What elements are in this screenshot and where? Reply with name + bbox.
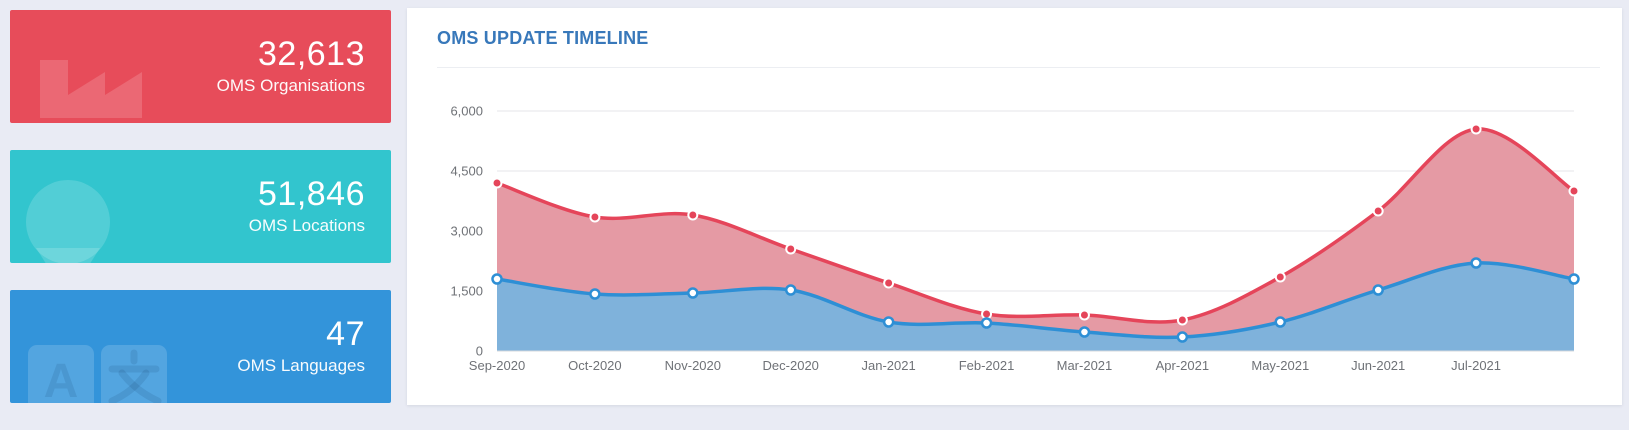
data-point-blue-series-0[interactable] [491, 273, 503, 285]
x-tick-label: Sep-2020 [469, 358, 525, 373]
svg-text:A: A [44, 355, 79, 403]
data-point-red-series-7[interactable] [1176, 314, 1188, 326]
title-divider [437, 67, 1600, 68]
factory-icon [40, 60, 142, 118]
data-point-red-series-5[interactable] [981, 308, 993, 320]
data-point-red-series-6[interactable] [1078, 309, 1090, 321]
x-tick-label: Apr-2021 [1156, 358, 1209, 373]
y-tick-label: 4,500 [450, 164, 483, 179]
chart-title: OMS UPDATE TIMELINE [437, 28, 649, 48]
data-point-red-series-9[interactable] [1372, 205, 1384, 217]
stat-value: 47 [326, 314, 365, 353]
data-point-red-series-1[interactable] [589, 211, 601, 223]
data-point-blue-series-1[interactable] [589, 288, 601, 300]
data-point-red-series-2[interactable] [687, 209, 699, 221]
stat-label: OMS Languages [237, 356, 365, 376]
data-point-blue-series-2[interactable] [687, 287, 699, 299]
blue-series-area [497, 262, 1574, 351]
data-point-blue-series-10[interactable] [1470, 257, 1482, 269]
y-tick-label: 1,500 [450, 284, 483, 299]
data-point-blue-series-6[interactable] [1078, 326, 1091, 338]
stat-card-locations[interactable]: 51,846 OMS Locations [10, 150, 391, 263]
data-point-blue-series-8[interactable] [1274, 316, 1287, 328]
data-point-blue-series-9[interactable] [1372, 284, 1384, 296]
data-point-blue-series-4[interactable] [882, 316, 895, 328]
x-tick-label: Jun-2021 [1351, 358, 1405, 373]
x-tick-label: Mar-2021 [1057, 358, 1113, 373]
x-tick-label: Jul-2021 [1451, 358, 1501, 373]
x-tick-label: May-2021 [1251, 358, 1309, 373]
x-tick-label: Dec-2020 [763, 358, 819, 373]
data-point-red-series-11[interactable] [1568, 185, 1580, 197]
y-tick-label: 3,000 [450, 224, 483, 239]
x-tick-label: Feb-2021 [959, 358, 1015, 373]
stat-value: 51,846 [258, 174, 365, 213]
y-tick-label: 0 [476, 344, 483, 359]
y-tick-label: 6,000 [450, 104, 483, 119]
stats-column: 32,613 OMS Organisations 51,846 OMS Loca… [10, 10, 391, 430]
data-point-red-series-4[interactable] [883, 277, 895, 289]
stat-card-organisations[interactable]: 32,613 OMS Organisations [10, 10, 391, 123]
data-point-red-series-0[interactable] [491, 177, 503, 189]
map-marker-icon [26, 180, 110, 263]
oms-update-timeline-chart[interactable]: 0 1,500 3,000 4,500 6,000 Sep-2020 Oct-2020 Nov… [407, 8, 1622, 405]
red-series-line [495, 127, 1576, 324]
stat-value: 32,613 [258, 34, 365, 73]
data-point-blue-series-3[interactable] [784, 284, 797, 296]
stat-label: OMS Organisations [216, 76, 365, 96]
stat-card-languages[interactable]: A 47 OMS Languages [10, 290, 391, 403]
data-point-blue-series-7[interactable] [1176, 331, 1189, 343]
data-point-red-series-3[interactable] [785, 243, 797, 255]
x-tick-label: Oct-2020 [568, 358, 621, 373]
stat-label: OMS Locations [248, 216, 365, 236]
data-point-blue-series-11[interactable] [1568, 273, 1580, 285]
language-icon: A [28, 345, 167, 403]
x-tick-label: Jan-2021 [862, 358, 916, 373]
x-tick-label: Nov-2020 [665, 358, 721, 373]
chart-panel: OMS UPDATE TIMELINE 0 1,500 3,000 4,500 6,00… [407, 8, 1622, 405]
data-point-blue-series-5[interactable] [980, 317, 993, 329]
data-point-red-series-10[interactable] [1470, 123, 1482, 135]
data-point-red-series-8[interactable] [1274, 271, 1286, 283]
